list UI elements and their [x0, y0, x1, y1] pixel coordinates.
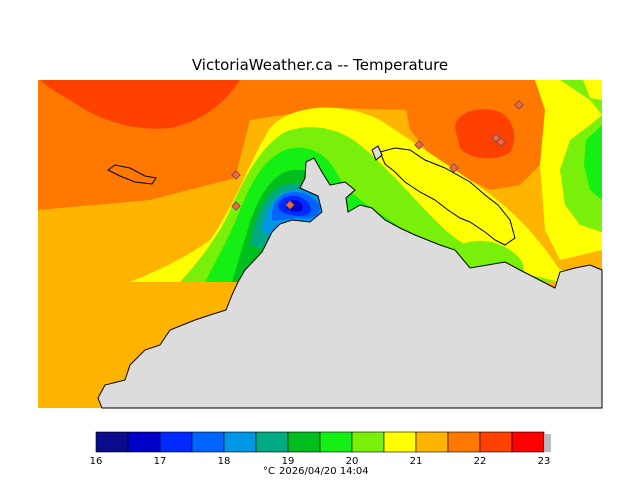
- station-marker[interactable]: [231, 201, 241, 211]
- station-markers: [231, 100, 524, 211]
- colorbar-tick-label: 23: [538, 456, 551, 467]
- station-marker[interactable]: [231, 170, 241, 180]
- field-ne-yellow: [583, 80, 602, 100]
- colorbar-swatch: [319, 431, 353, 453]
- station-marker[interactable]: [414, 140, 424, 150]
- colorbar-shadow: [545, 434, 551, 452]
- colorbar-swatch: [479, 431, 513, 453]
- colorbar-tick-label: 22: [474, 456, 487, 467]
- land-mass: [97, 157, 603, 409]
- colorbar-swatch: [223, 431, 257, 453]
- colorbar-swatch: [191, 431, 225, 453]
- colorbar-swatch: [447, 431, 481, 453]
- field-east-hot: [455, 109, 515, 159]
- timestamp-label: 2026/04/20 14:04: [279, 466, 369, 477]
- station-marker[interactable]: [496, 137, 506, 147]
- colorbar-tick-label: 19: [282, 456, 295, 467]
- colorbar-tick-label: 21: [410, 456, 423, 467]
- colorbar-tick-label: 17: [154, 456, 167, 467]
- colorbar-swatch: [511, 431, 545, 453]
- colorbar-legend: 16 17 18 19 20 21 22 23: [90, 431, 551, 467]
- colorbar-swatch: [159, 431, 193, 453]
- colorbar-tick-label: 20: [346, 456, 359, 467]
- colorbar-tick-label: 16: [90, 456, 103, 467]
- colorbar-tick-label: 18: [218, 456, 231, 467]
- colorbar-swatch: [95, 431, 129, 453]
- island-north: [371, 145, 383, 161]
- colorbar-swatch: [383, 431, 417, 453]
- station-marker[interactable]: [449, 163, 459, 173]
- colorbar-swatch: [415, 431, 449, 453]
- colorbar-swatch: [127, 431, 161, 453]
- unit-label: °C: [263, 466, 275, 477]
- station-marker[interactable]: [285, 200, 295, 210]
- field-east-green: [584, 125, 602, 200]
- field-east-lightgreen: [560, 80, 602, 232]
- coastline-east: [379, 147, 516, 246]
- colorbar-swatch: [351, 431, 385, 453]
- island-west: [107, 164, 157, 185]
- map-title: VictoriaWeather.ca -- Temperature: [191, 56, 449, 74]
- colorbar-swatch: [287, 431, 321, 453]
- station-marker[interactable]: [514, 100, 524, 110]
- field-nw-hot: [40, 80, 240, 129]
- colorbar-swatch: [255, 431, 289, 453]
